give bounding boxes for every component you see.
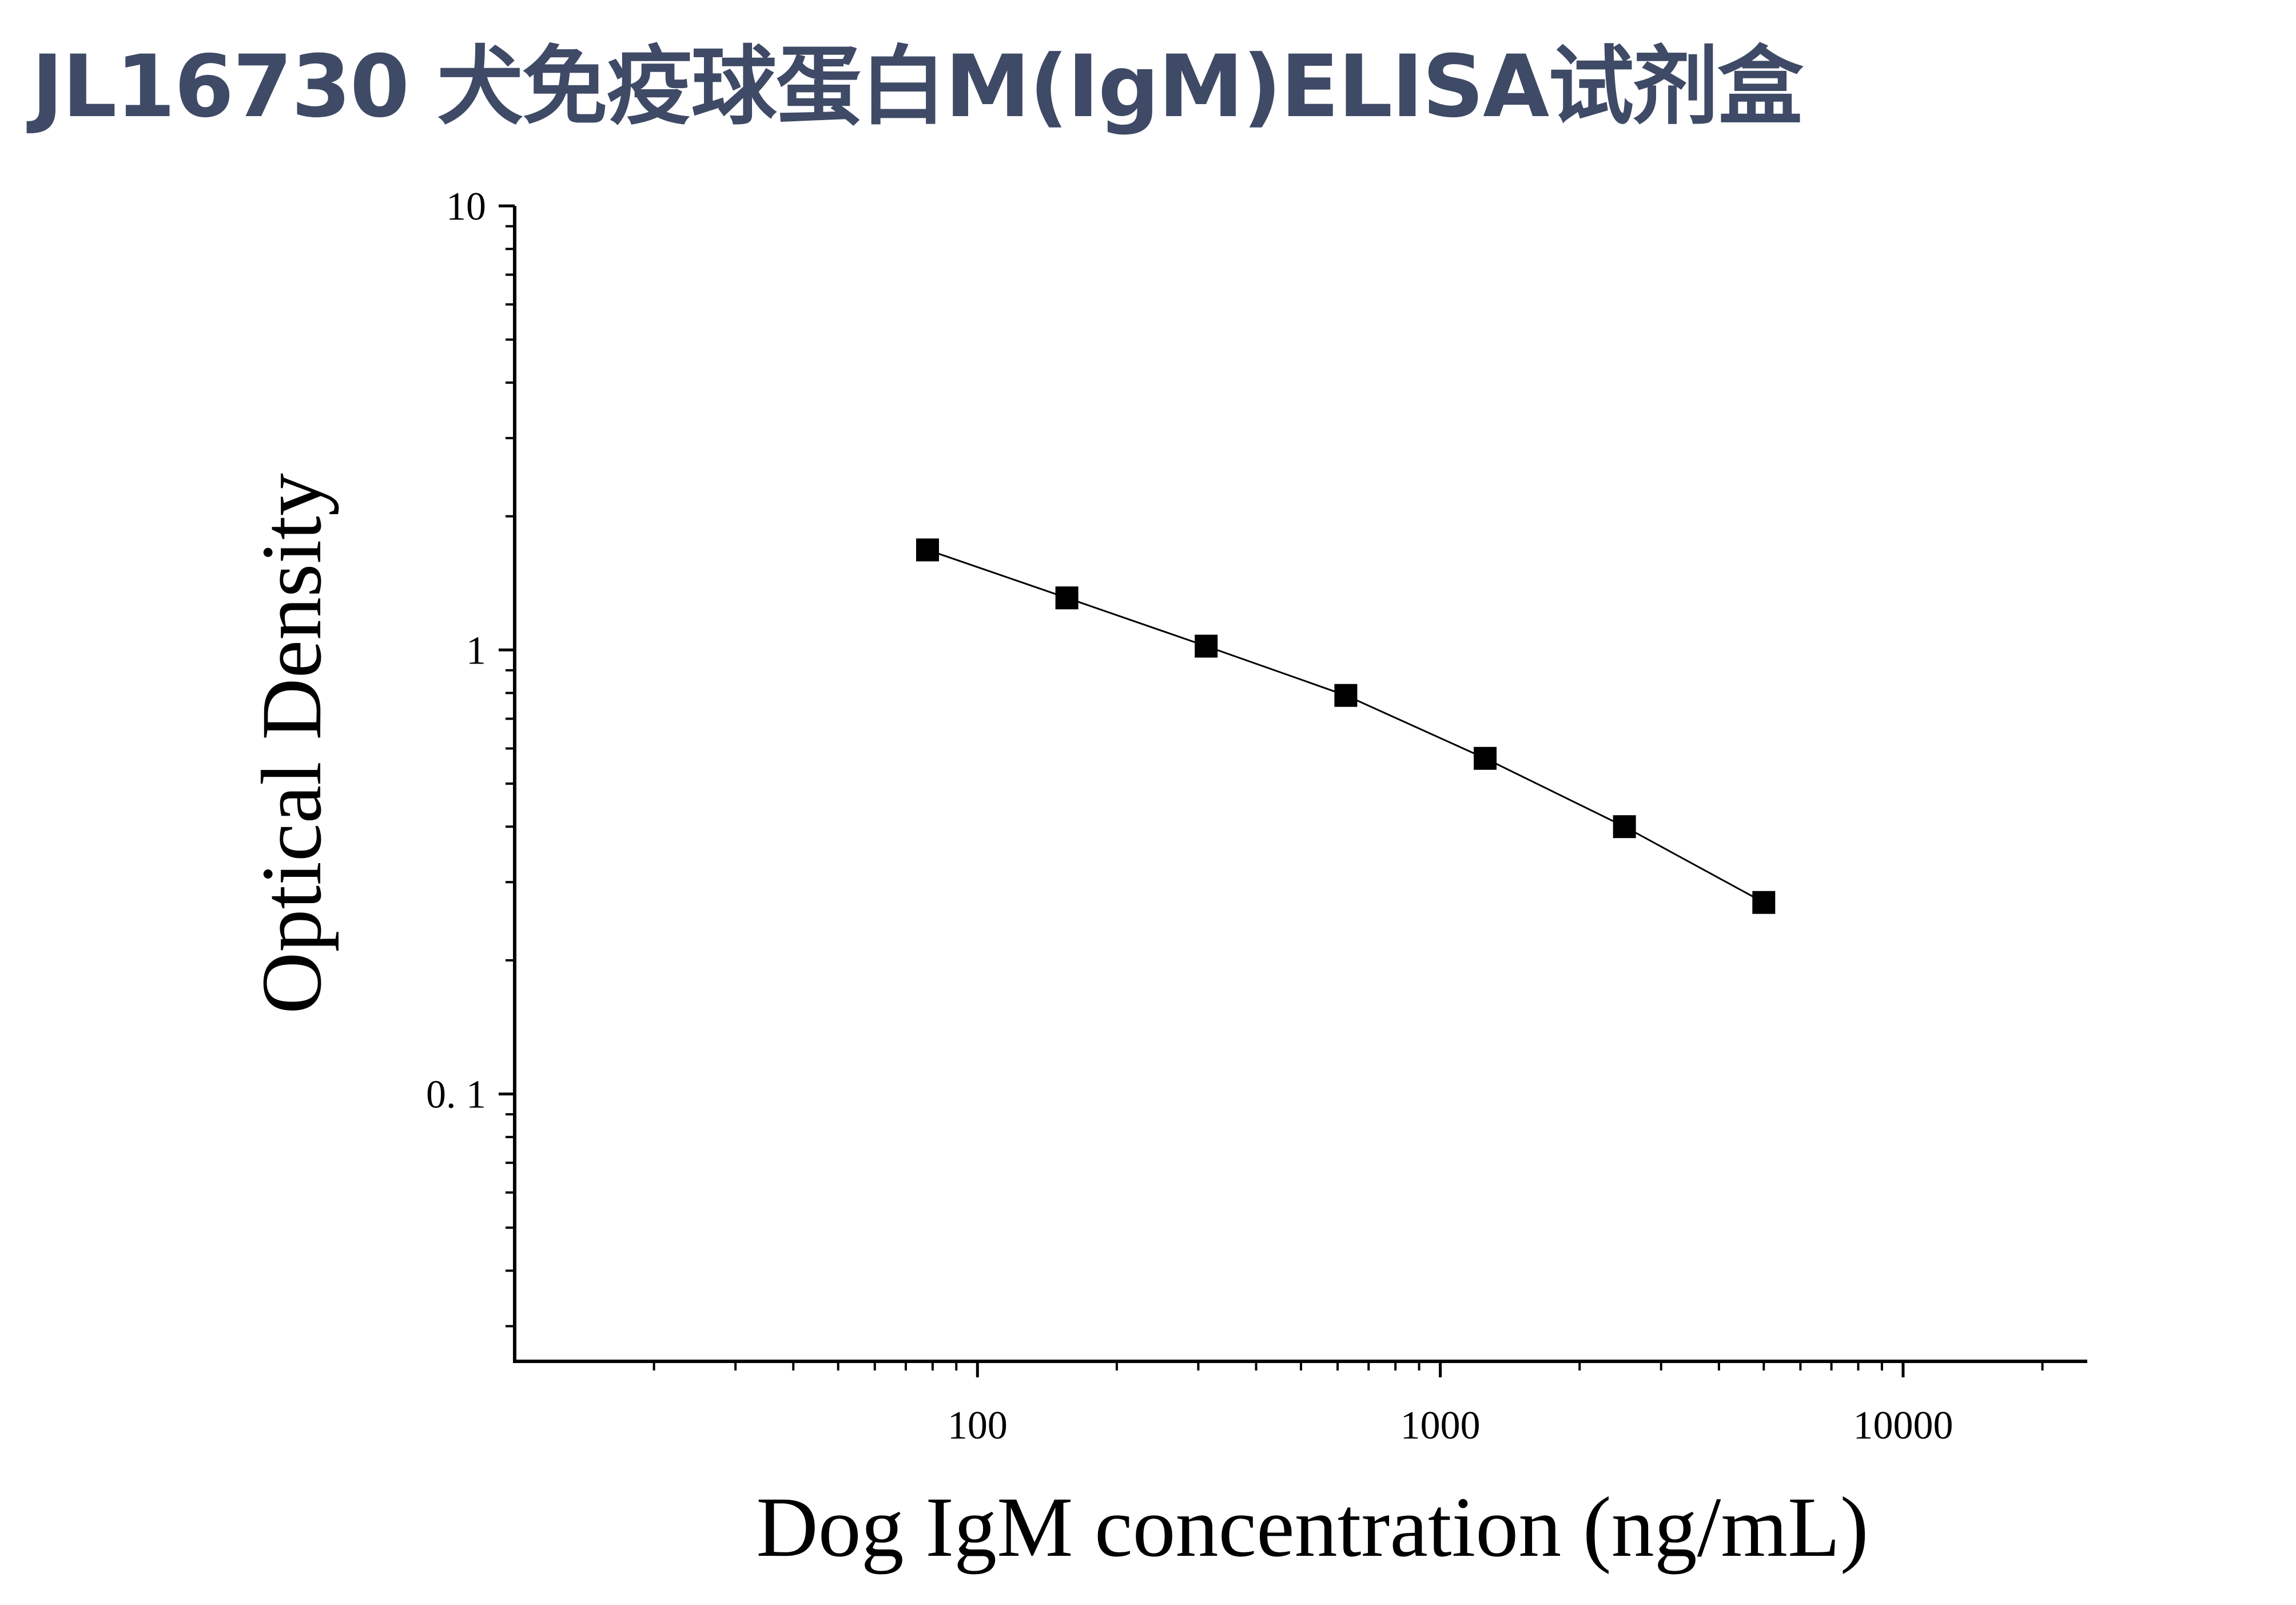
y-tick-label: 1	[466, 629, 486, 673]
x-tick-label: 1000	[1400, 1404, 1481, 1448]
x-tick-label: 100	[948, 1404, 1008, 1448]
y-tick-label: 0. 1	[426, 1073, 486, 1117]
chart-title: JL16730 犬免疫球蛋白M(IgM)ELISA试剂盒	[31, 37, 1803, 137]
y-axis-title: Optical Density	[244, 473, 339, 1014]
data-point	[1195, 634, 1218, 658]
data-markers	[916, 538, 1776, 914]
data-point	[1334, 684, 1358, 707]
data-point	[1613, 815, 1636, 839]
axes	[513, 206, 2087, 1363]
data-point	[1055, 586, 1079, 610]
tick-labels: 100 1000 10000 10 1 0. 1	[426, 185, 1953, 1448]
data-point	[1474, 746, 1497, 770]
x-ticks	[652, 1361, 2044, 1377]
data-point	[1752, 891, 1776, 914]
data-point	[916, 538, 939, 562]
x-axis-title: Dog IgM concentration (ng/mL)	[756, 1480, 1868, 1575]
y-tick-label: 10	[446, 185, 486, 229]
fit-line	[927, 549, 1765, 904]
x-tick-label: 10000	[1853, 1404, 1953, 1448]
y-ticks	[499, 204, 515, 1328]
